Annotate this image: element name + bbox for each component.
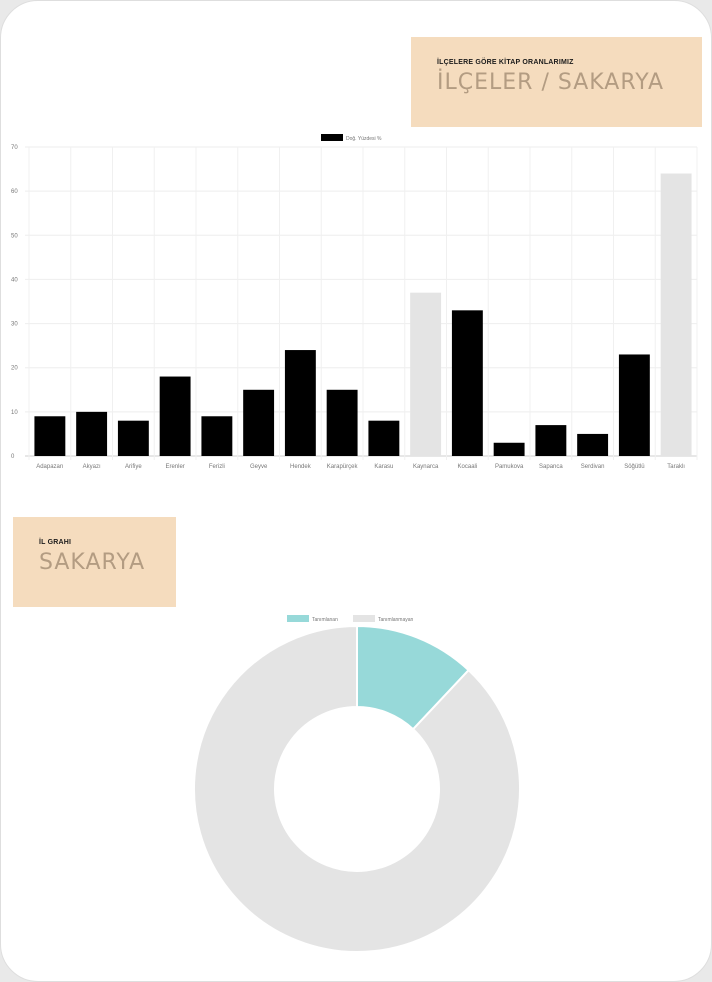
bar[interactable] [451,310,483,456]
bar[interactable] [577,433,609,456]
province-header: İL GRAHI SAKARYA [13,517,176,607]
x-tick-label: Taraklı [667,464,685,470]
district-header-title: İLÇELER / SAKARYA [437,70,665,95]
legend-swatch [287,615,309,622]
x-tick-label: Adapazarı [36,464,64,470]
y-tick-label: 40 [11,277,18,283]
legend-label: Tanımlanmayan [378,617,414,623]
x-tick-label: Karapürçek [327,464,359,470]
legend-swatch [321,134,343,141]
donut-slice[interactable] [193,624,521,953]
bar[interactable] [660,173,692,456]
y-tick-label: 30 [11,322,18,328]
x-tick-label: Erenler [165,464,184,470]
bar[interactable] [368,420,400,456]
x-tick-label: Hendek [290,464,312,470]
x-tick-label: Serdivan [581,464,605,470]
x-tick-label: Karasu [374,464,393,470]
legend-label: Doğ. Yüzdesi % [346,136,382,142]
district-header: İLÇELERE GÖRE KİTAP ORANLARIMIZ İLÇELER … [411,37,702,127]
legend-swatch [353,615,375,622]
bar[interactable] [618,354,650,456]
bar[interactable] [201,416,233,456]
district-header-subtitle: İLÇELERE GÖRE KİTAP ORANLARIMIZ [437,59,574,66]
x-tick-label: Geyve [250,464,268,470]
bar[interactable] [243,389,275,456]
y-tick-label: 70 [11,145,18,151]
y-tick-label: 50 [11,233,18,239]
donut-legend: Tanımlanan Tanımlanmayan [287,615,414,623]
bar[interactable] [117,420,149,456]
district-bar-chart: 0 10 20 30 40 50 60 70 Adapazarı Akyazı Arifiye Ere… [11,134,698,470]
legend-label: Tanımlanan [312,617,338,623]
x-tick-label: Ferizli [209,464,225,470]
x-tick-label: Pamukova [495,464,524,470]
y-tick-label: 60 [11,189,18,195]
bar[interactable] [284,350,316,456]
x-tick-label: Kaynarca [413,464,439,470]
bar[interactable] [535,425,567,456]
bar[interactable] [493,442,525,456]
bar[interactable] [410,292,442,456]
y-tick-label: 10 [11,410,18,416]
x-tick-label: Söğütlü [624,464,644,470]
province-header-title: SAKARYA [39,550,146,575]
bar-legend: Doğ. Yüzdesi % [321,134,382,142]
x-tick-label: Sapanca [539,464,563,470]
x-tick-label: Kocaali [458,464,478,470]
bar[interactable] [159,376,191,456]
x-tick-label: Arifiye [125,464,142,470]
province-header-subtitle: İL GRAHI [39,539,72,546]
x-tick-label: Akyazı [83,464,101,470]
y-tick-label: 20 [11,366,18,372]
bar[interactable] [34,416,66,456]
y-tick-label: 0 [11,454,15,460]
bar[interactable] [326,389,358,456]
bar[interactable] [76,411,108,456]
